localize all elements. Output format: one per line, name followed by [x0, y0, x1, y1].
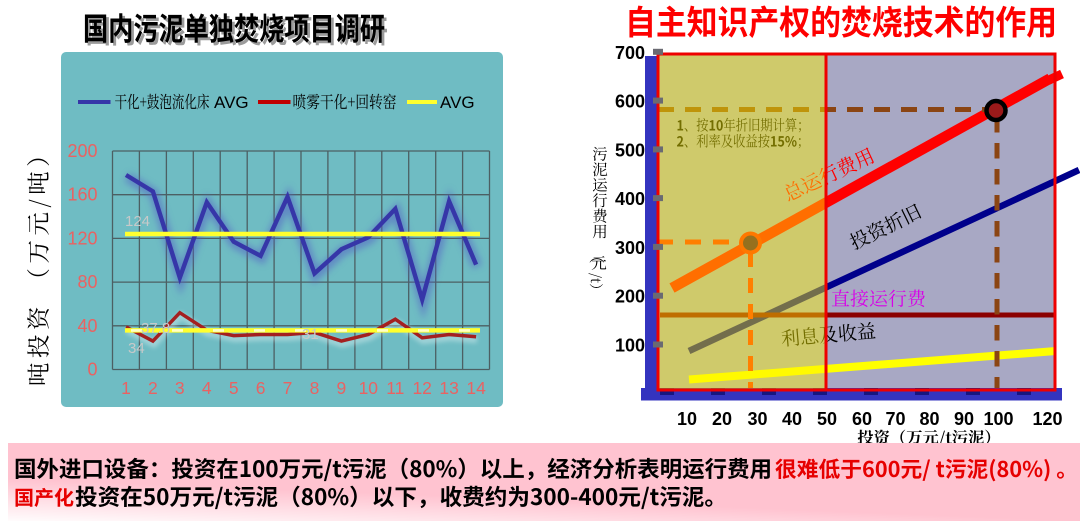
svg-text:1: 1	[121, 378, 131, 398]
svg-text:80: 80	[77, 272, 97, 292]
svg-text:90: 90	[954, 409, 974, 429]
svg-text:60: 60	[852, 409, 872, 429]
svg-text:5: 5	[229, 378, 239, 398]
svg-text:8: 8	[310, 378, 320, 398]
svg-text:34: 34	[128, 340, 145, 357]
svg-text:700: 700	[615, 43, 645, 63]
svg-text:4: 4	[202, 378, 212, 398]
svg-text:300: 300	[615, 238, 645, 258]
svg-text:0: 0	[87, 360, 97, 380]
svg-text:3: 3	[175, 378, 185, 398]
svg-text:13: 13	[439, 378, 458, 398]
svg-text:14: 14	[466, 378, 486, 398]
svg-text:6: 6	[256, 378, 266, 398]
svg-text:31: 31	[302, 326, 319, 343]
svg-text:600: 600	[615, 92, 645, 112]
svg-text:50: 50	[817, 409, 837, 429]
svg-text:160: 160	[67, 185, 97, 205]
svg-text:10: 10	[359, 378, 379, 398]
svg-text:100: 100	[983, 409, 1013, 429]
svg-text:37.8: 37.8	[141, 320, 170, 337]
svg-text:10: 10	[677, 409, 697, 429]
svg-text:AVG: AVG	[440, 93, 475, 112]
svg-text:2: 2	[148, 378, 158, 398]
svg-text:11: 11	[386, 378, 404, 398]
svg-text:120: 120	[1032, 409, 1062, 429]
svg-text:12: 12	[412, 378, 431, 398]
svg-text:20: 20	[712, 409, 732, 429]
svg-text:500: 500	[615, 140, 645, 160]
svg-text:AVG: AVG	[214, 93, 249, 112]
svg-text:40: 40	[77, 316, 97, 336]
svg-text:40: 40	[782, 409, 802, 429]
svg-text:200: 200	[67, 141, 97, 161]
svg-text:70: 70	[885, 409, 905, 429]
svg-text:7: 7	[283, 378, 293, 398]
svg-text:100: 100	[615, 336, 645, 356]
svg-text:9: 9	[337, 378, 347, 398]
svg-text:200: 200	[615, 287, 645, 307]
svg-text:120: 120	[67, 228, 97, 248]
svg-text:30: 30	[747, 409, 767, 429]
svg-text:80: 80	[919, 409, 939, 429]
svg-text:124: 124	[125, 213, 150, 230]
svg-text:400: 400	[615, 189, 645, 209]
